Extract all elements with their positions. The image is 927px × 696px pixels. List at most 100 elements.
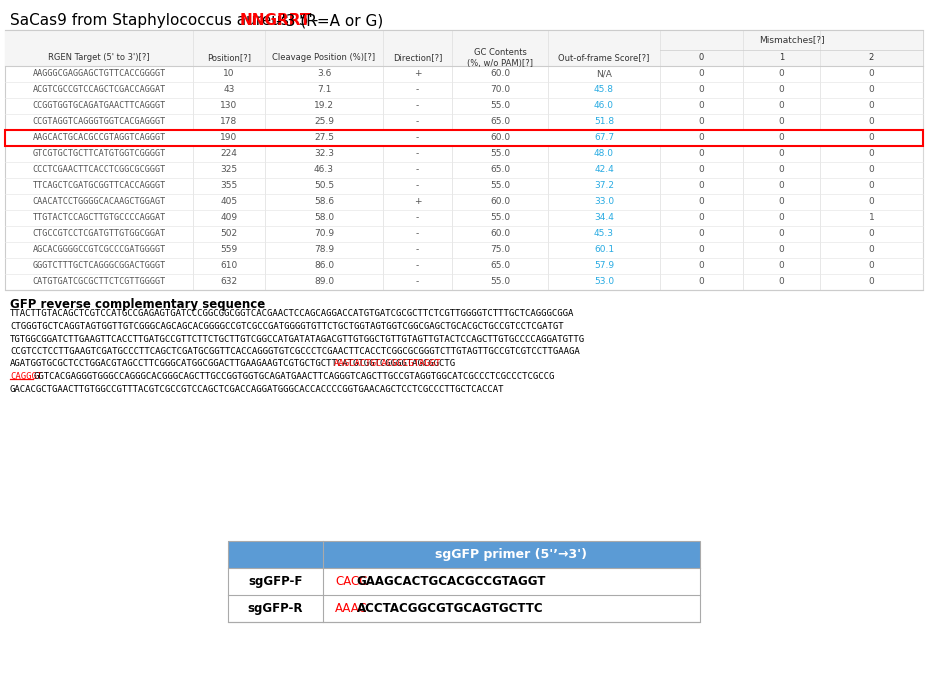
Text: 0: 0	[778, 262, 783, 271]
Text: 0: 0	[698, 198, 704, 207]
Bar	[228, 595, 699, 622]
Text: 325: 325	[221, 166, 237, 175]
Text: GAAGCACTGCACGCCGTAGGT: GAAGCACTGCACGCCGTAGGT	[356, 575, 545, 588]
Text: 43: 43	[223, 86, 235, 95]
Text: 409: 409	[221, 214, 237, 223]
Text: -: -	[415, 166, 419, 175]
Text: -'3 (R=A or G): -'3 (R=A or G)	[276, 13, 383, 28]
Text: 58.0: 58.0	[313, 214, 334, 223]
Text: -: -	[415, 214, 419, 223]
Text: CCGTAGGTCAGGGTGGTCACGAGGGT: CCGTAGGTCAGGGTGGTCACGAGGGT	[32, 118, 165, 127]
Text: CTGCCGTCCTCGATGTTGTGGCGGAT: CTGCCGTCCTCGATGTTGTGGCGGAT	[32, 230, 165, 239]
Text: 0: 0	[868, 134, 873, 143]
Text: 0: 0	[778, 118, 783, 127]
Text: 405: 405	[221, 198, 237, 207]
Text: AGCACGGGGCCGTCGCCCGATGGGGT: AGCACGGGGCCGTCGCCCGATGGGGT	[32, 246, 165, 255]
Text: 75.0: 75.0	[489, 246, 510, 255]
Text: 78.9: 78.9	[313, 246, 334, 255]
Text: 60.0: 60.0	[489, 70, 510, 79]
Text: -: -	[415, 230, 419, 239]
Text: 67.7: 67.7	[593, 134, 614, 143]
Text: 0: 0	[868, 70, 873, 79]
Bar	[228, 541, 699, 568]
Text: 130: 130	[220, 102, 237, 111]
Text: -: -	[415, 262, 419, 271]
Text: 10: 10	[223, 70, 235, 79]
Text: Direction[?]: Direction[?]	[392, 54, 441, 63]
Text: 0: 0	[698, 262, 704, 271]
Text: 0: 0	[778, 198, 783, 207]
Text: GTCGTGCTGCTTCATGTGGTCGGGGT: GTCGTGCTGCTTCATGTGGTCGGGGT	[32, 150, 165, 159]
Text: GACACGCTGAACTTGTGGCCGTTTACGTCGCCGTCCAGCTCGACCAGGATGGGCACCACCCCGGTGAACAGCTCCTCGCC: GACACGCTGAACTTGTGGCCGTTTACGTCGCCGTCCAGCT…	[10, 384, 504, 393]
Text: 0: 0	[778, 134, 783, 143]
Text: 55.0: 55.0	[489, 278, 510, 287]
Text: 70.9: 70.9	[313, 230, 334, 239]
Text: 0: 0	[868, 182, 873, 191]
Text: -: -	[415, 102, 419, 111]
Text: 1: 1	[868, 214, 873, 223]
Text: 0: 0	[698, 246, 704, 255]
Text: NNGRRT: NNGRRT	[240, 13, 311, 28]
Text: 86.0: 86.0	[313, 262, 334, 271]
Text: 0: 0	[698, 166, 704, 175]
Text: 3.6: 3.6	[316, 70, 331, 79]
Text: 60.0: 60.0	[489, 198, 510, 207]
Text: 65.0: 65.0	[489, 166, 510, 175]
Text: TTGTACTCCAGCTTGTGCCCCAGGAT: TTGTACTCCAGCTTGTGCCCCAGGAT	[32, 214, 165, 223]
Text: 60.0: 60.0	[489, 230, 510, 239]
Text: 57.9: 57.9	[593, 262, 614, 271]
Text: 178: 178	[220, 118, 237, 127]
Text: 610: 610	[220, 262, 237, 271]
Text: 0: 0	[868, 278, 873, 287]
Text: 50.5: 50.5	[313, 182, 334, 191]
Text: sgGFP-F: sgGFP-F	[248, 575, 302, 588]
Text: AAAC: AAAC	[335, 602, 367, 615]
Text: 0: 0	[698, 118, 704, 127]
Text: N/A: N/A	[595, 70, 611, 79]
Text: 632: 632	[221, 278, 237, 287]
Bar	[5, 30, 922, 66]
Text: Mismatches[?]: Mismatches[?]	[758, 35, 823, 45]
Text: 37.2: 37.2	[593, 182, 614, 191]
Text: CACC: CACC	[335, 575, 367, 588]
Text: 0: 0	[778, 182, 783, 191]
Text: 55.0: 55.0	[489, 102, 510, 111]
Text: AAGCACTGCACGCCGTAGGTCAGGGT: AAGCACTGCACGCCGTAGGTCAGGGT	[32, 134, 165, 143]
Text: Out-of-frame Score[?]: Out-of-frame Score[?]	[558, 54, 649, 63]
Text: 55.0: 55.0	[489, 214, 510, 223]
Text: -: -	[415, 182, 419, 191]
Text: SaCas9 from Staphylococcus aureus: 5'-: SaCas9 from Staphylococcus aureus: 5'-	[10, 13, 318, 28]
Text: 2: 2	[868, 54, 873, 63]
Text: 0: 0	[778, 86, 783, 95]
Text: 7.1: 7.1	[316, 86, 331, 95]
Text: 46.3: 46.3	[313, 166, 334, 175]
Text: ACGTCGCCGTCCAGCTCGACCAGGAT: ACGTCGCCGTCCAGCTCGACCAGGAT	[32, 86, 165, 95]
Text: 0: 0	[698, 182, 704, 191]
Text: -: -	[415, 134, 419, 143]
Text: TTACTTGTACAGCTCGTCCATGCCGAGAGTGATCCCGGCGGCGGTCACGAACTCCAGCAGGACCATGTGATCGCGCTTCT: TTACTTGTACAGCTCGTCCATGCCGAGAGTGATCCCGGCG…	[10, 310, 574, 319]
Bar	[5, 130, 922, 146]
Text: +: +	[413, 198, 421, 207]
Text: 0: 0	[868, 86, 873, 95]
Text: 0: 0	[778, 150, 783, 159]
Text: 0: 0	[698, 54, 704, 63]
Text: 19.2: 19.2	[313, 102, 334, 111]
Text: GC Contents
(%, w/o PAM)[?]: GC Contents (%, w/o PAM)[?]	[466, 48, 532, 68]
Text: TGTGGCGGATCTTGAAGTTCACCTTGATGCCGTTCTTCTGCTTGTCGGCCATGATATAGACGTTGTGGCTGTTGTAGTTG: TGTGGCGGATCTTGAAGTTCACCTTGATGCCGTTCTTCTG…	[10, 335, 585, 344]
Text: 48.0: 48.0	[593, 150, 614, 159]
Text: 0: 0	[868, 150, 873, 159]
Text: -: -	[415, 246, 419, 255]
Text: 0: 0	[868, 102, 873, 111]
Text: 0: 0	[778, 246, 783, 255]
Text: 0: 0	[868, 118, 873, 127]
Text: CCCTCGAACTTCACCTCGGCGCGGGT: CCCTCGAACTTCACCTCGGCGCGGGT	[32, 166, 165, 175]
Text: 65.0: 65.0	[489, 262, 510, 271]
Text: 60.1: 60.1	[593, 246, 614, 255]
Text: 0: 0	[778, 214, 783, 223]
Bar	[228, 568, 699, 595]
Text: 0: 0	[778, 70, 783, 79]
Text: 70.0: 70.0	[489, 86, 510, 95]
Text: 0: 0	[868, 166, 873, 175]
Text: 32.3: 32.3	[313, 150, 334, 159]
Text: 45.3: 45.3	[593, 230, 614, 239]
